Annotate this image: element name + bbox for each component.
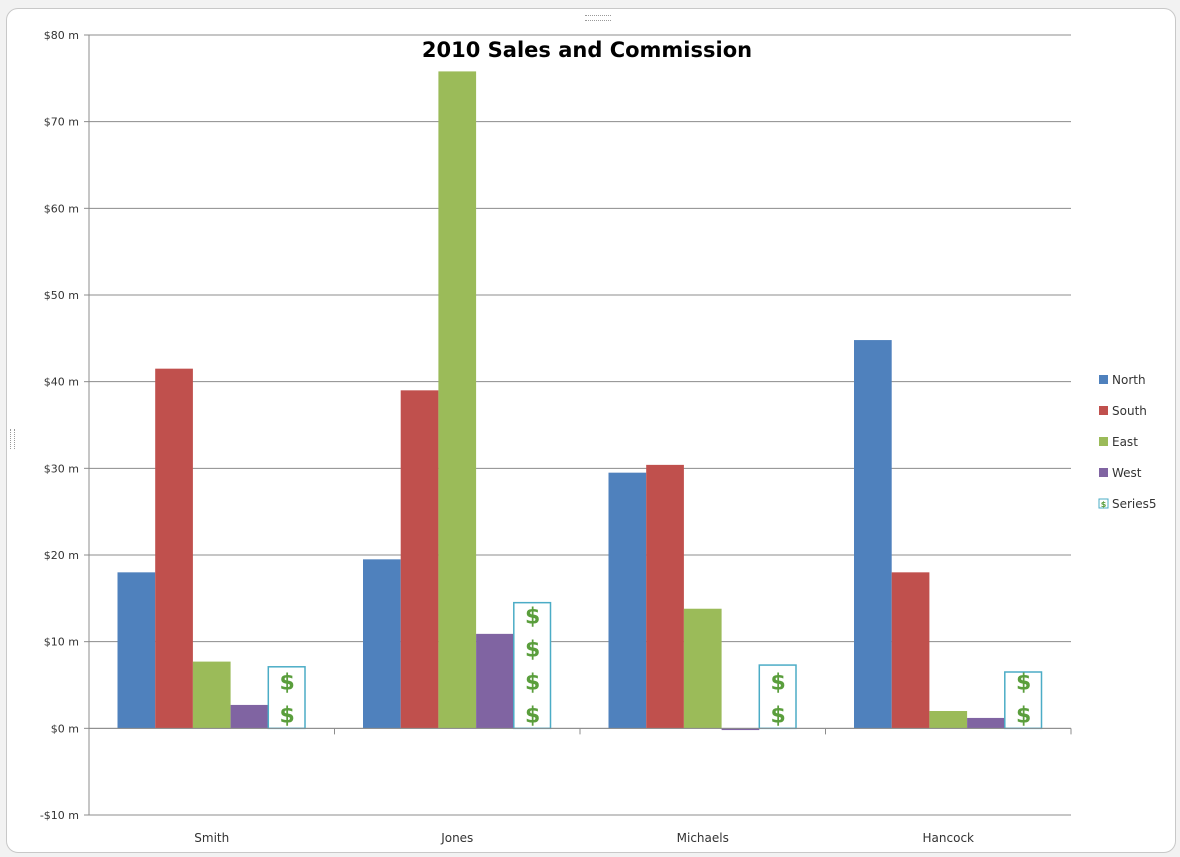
bar-east-hancock[interactable] [929, 711, 968, 729]
y-tick-label: $70 m [44, 116, 79, 129]
chart-area[interactable]: -$10 m $0 m $10 m $20 m $30 m $40 m $50 m $60 m… [6, 8, 1176, 853]
legend-swatch-west [1099, 468, 1108, 477]
legend[interactable]: North South East West $ Series5 [1098, 373, 1157, 511]
commission-bar-outline [1004, 671, 1043, 730]
bar-west-jones[interactable] [476, 633, 514, 729]
bar-south-hancock[interactable] [891, 572, 930, 729]
y-axis-tick-labels: -$10 m $0 m $10 m $20 m $30 m $40 m $50 m $60 m… [40, 29, 79, 822]
category-label: Hancock [923, 831, 975, 845]
y-tick-label: $40 m [44, 376, 79, 389]
legend-swatch-north [1099, 375, 1108, 384]
y-tick-label: $60 m [44, 202, 79, 215]
legend-label-series5: Series5 [1112, 497, 1157, 511]
dollar-icon: $ [525, 637, 540, 662]
commission-bar-michaels[interactable]: $ $ $ [758, 637, 797, 730]
chart-title: 2010 Sales and Commission [422, 38, 752, 62]
category-label: Jones [440, 831, 473, 845]
commission-bar-outline [267, 666, 306, 730]
bar-south-jones[interactable] [400, 390, 439, 729]
legend-dollar-icon: $ [1101, 500, 1107, 509]
y-tick-label: $20 m [44, 549, 79, 562]
legend-label-east: East [1112, 435, 1138, 449]
legend-swatch-south [1099, 406, 1108, 415]
dollar-icon: $ [279, 637, 294, 662]
y-tick-label: $0 m [51, 722, 79, 735]
legend-label-north: North [1112, 373, 1146, 387]
dollar-icon: $ [525, 703, 540, 728]
dollar-icon: $ [525, 604, 540, 629]
legend-swatch-east [1099, 437, 1108, 446]
bar-west-smith[interactable] [230, 704, 269, 729]
bar-north-jones[interactable] [363, 559, 401, 729]
legend-swatch-series5 [1098, 498, 1109, 509]
bar-chart: -$10 m $0 m $10 m $20 m $30 m $40 m $50 m $60 m… [40, 29, 1157, 845]
bar-east-jones[interactable] [438, 71, 477, 729]
y-tick-label: $80 m [44, 29, 79, 42]
bar-east-michaels[interactable] [683, 608, 722, 729]
commission-bar-smith[interactable]: $ $ $ [267, 637, 306, 730]
legend-label-west: West [1112, 466, 1142, 480]
commission-bar-jones[interactable]: $ $ $ $ $ [513, 571, 552, 730]
x-axis: Smith Jones Michaels Hancock [88, 727, 1072, 845]
legend-label-south: South [1112, 404, 1147, 418]
bar-north-hancock[interactable] [854, 340, 892, 729]
bar-north-smith[interactable] [117, 572, 156, 729]
category-label: Smith [194, 831, 229, 845]
dollar-icon: $ [525, 571, 540, 596]
bar-south-smith[interactable] [155, 368, 193, 729]
gridlines [84, 34, 1071, 816]
resize-handle-top[interactable] [585, 15, 611, 21]
bar-south-michaels[interactable] [646, 464, 684, 729]
bar-east-smith[interactable] [192, 661, 231, 729]
y-tick-label: -$10 m [40, 809, 79, 822]
commission-bar-outline [513, 601, 552, 730]
y-tick-label: $50 m [44, 289, 79, 302]
dollar-icon: $ [279, 670, 294, 695]
bar-west-michaels[interactable] [721, 728, 760, 731]
dollar-icon: $ [770, 703, 785, 728]
y-tick-label: $30 m [44, 462, 79, 475]
dollar-icon: $ [770, 637, 785, 662]
dollar-icon: $ [1016, 637, 1031, 662]
dollar-icon: $ [279, 703, 294, 728]
commission-bar-outline [758, 664, 797, 730]
dollar-icon: $ [1016, 670, 1031, 695]
category-label: Michaels [677, 831, 729, 845]
y-tick-label: $10 m [44, 636, 79, 649]
plot-area: $ $ $ $ $ $ $ $ $ $ $ $ $ $ [117, 71, 1043, 731]
dollar-icon: $ [1016, 703, 1031, 728]
commission-bar-hancock[interactable]: $ $ $ [1004, 637, 1043, 730]
bar-west-hancock[interactable] [967, 717, 1005, 729]
dollar-icon: $ [525, 670, 540, 695]
bar-north-michaels[interactable] [608, 472, 647, 729]
resize-handle-left[interactable] [10, 429, 15, 449]
dollar-icon: $ [770, 670, 785, 695]
